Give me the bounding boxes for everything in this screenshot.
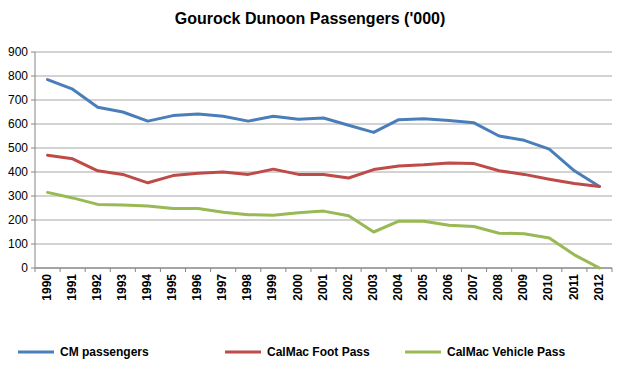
- x-tick-label: 1998: [240, 274, 254, 301]
- grid-line: [35, 196, 612, 197]
- grid-line: [35, 148, 612, 149]
- grid-line: [35, 244, 612, 245]
- x-tick-mark: [486, 268, 487, 272]
- x-tick-label: 1992: [90, 274, 104, 301]
- legend-swatch: [18, 351, 54, 354]
- x-tick-mark: [35, 268, 36, 272]
- x-tick-label: 2006: [441, 274, 455, 301]
- x-tick-label: 2010: [541, 274, 555, 301]
- tick-mark: [31, 76, 35, 77]
- tick-mark: [31, 148, 35, 149]
- tick-mark: [31, 52, 35, 53]
- y-tick-label: 400: [8, 165, 28, 179]
- x-tick-label: 2012: [592, 274, 606, 301]
- x-tick-mark: [210, 268, 211, 272]
- series-line: [48, 80, 600, 187]
- x-tick-mark: [260, 268, 261, 272]
- x-tick-mark: [586, 268, 587, 272]
- x-axis: [35, 268, 612, 269]
- x-tick-mark: [511, 268, 512, 272]
- tick-mark: [31, 172, 35, 173]
- x-tick-mark: [60, 268, 61, 272]
- series-line: [48, 192, 600, 268]
- grid-line: [35, 52, 612, 53]
- x-tick-label: 2003: [366, 274, 380, 301]
- y-tick-label: 900: [8, 45, 28, 59]
- x-tick-mark: [310, 268, 311, 272]
- x-tick-mark: [386, 268, 387, 272]
- y-tick-label: 500: [8, 141, 28, 155]
- legend-swatch: [405, 351, 441, 354]
- y-tick-label: 700: [8, 93, 28, 107]
- series-line: [48, 155, 600, 186]
- x-tick-mark: [361, 268, 362, 272]
- grid-line: [35, 172, 612, 173]
- x-tick-mark: [85, 268, 86, 272]
- y-axis: [35, 52, 36, 268]
- y-tick-label: 800: [8, 69, 28, 83]
- x-tick-label: 2002: [341, 274, 355, 301]
- y-tick-label: 100: [8, 237, 28, 251]
- x-tick-label: 2011: [567, 274, 581, 300]
- x-tick-label: 1995: [165, 274, 179, 301]
- grid-line: [35, 100, 612, 101]
- x-tick-label: 2005: [416, 274, 430, 301]
- x-tick-mark: [185, 268, 186, 272]
- x-tick-mark: [536, 268, 537, 272]
- x-tick-mark: [336, 268, 337, 272]
- y-tick-label: 300: [8, 189, 28, 203]
- x-tick-mark: [561, 268, 562, 272]
- x-tick-mark: [612, 268, 613, 272]
- title: Gourock Dunoon Passengers ('000): [175, 10, 446, 27]
- legend-label: CM passengers: [60, 345, 149, 359]
- legend-swatch: [225, 351, 261, 354]
- x-tick-label: 1999: [265, 274, 279, 301]
- tick-mark: [31, 124, 35, 125]
- tick-mark: [31, 196, 35, 197]
- x-tick-label: 2004: [391, 274, 405, 301]
- x-tick-mark: [436, 268, 437, 272]
- grid-line: [35, 76, 612, 77]
- x-tick-label: 1996: [190, 274, 204, 301]
- x-tick-mark: [411, 268, 412, 272]
- x-tick-mark: [235, 268, 236, 272]
- x-tick-mark: [461, 268, 462, 272]
- x-tick-mark: [285, 268, 286, 272]
- x-tick-label: 2009: [516, 274, 530, 301]
- legend-label: CalMac Vehicle Pass: [447, 345, 565, 359]
- x-tick-label: 1994: [140, 274, 154, 301]
- y-tick-label: 0: [21, 261, 28, 275]
- x-tick-label: 2000: [291, 274, 305, 301]
- x-tick-label: 2008: [491, 274, 505, 301]
- tick-mark: [31, 268, 35, 269]
- x-tick-mark: [135, 268, 136, 272]
- x-tick-label: 1990: [40, 274, 54, 301]
- x-tick-label: 1991: [65, 274, 79, 301]
- x-tick-label: 1993: [115, 274, 129, 301]
- x-tick-label: 2007: [466, 274, 480, 301]
- y-tick-label: 200: [8, 213, 28, 227]
- plot-area: [48, 80, 600, 268]
- x-tick-mark: [110, 268, 111, 272]
- grid-line: [35, 268, 612, 269]
- x-tick-label: 2001: [316, 274, 330, 301]
- x-tick-label: 1997: [215, 274, 229, 301]
- grid-line: [35, 124, 612, 125]
- grid-line: [35, 220, 612, 221]
- tick-mark: [31, 100, 35, 101]
- legend-label: CalMac Foot Pass: [267, 345, 370, 359]
- chart: Gourock Dunoon Passengers ('000)01002003…: [0, 0, 620, 370]
- x-tick-mark: [160, 268, 161, 272]
- y-tick-label: 600: [8, 117, 28, 131]
- tick-mark: [31, 244, 35, 245]
- tick-mark: [31, 220, 35, 221]
